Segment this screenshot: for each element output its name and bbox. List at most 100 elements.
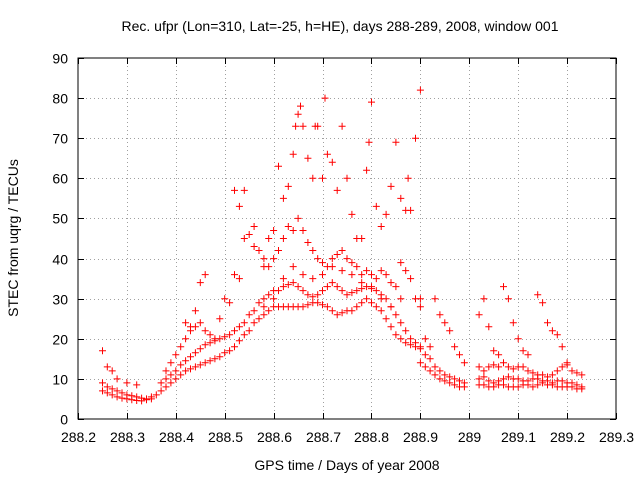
- data-point: [240, 319, 248, 327]
- data-point: [353, 303, 361, 311]
- data-point: [162, 383, 170, 391]
- data-point: [358, 235, 366, 242]
- data-point: [333, 251, 341, 258]
- data-point: [182, 357, 190, 365]
- data-point: [514, 375, 522, 383]
- data-point: [323, 150, 331, 158]
- data-point: [265, 307, 273, 315]
- y-tick-label: 20: [52, 332, 68, 348]
- data-point: [235, 337, 243, 345]
- data-point: [446, 379, 454, 387]
- data-point: [348, 259, 356, 267]
- chart-title: Rec. ufpr (Lon=310, Lat=-25, h=HE), days…: [121, 18, 558, 34]
- data-point: [167, 359, 175, 367]
- data-point: [446, 327, 454, 335]
- data-point: [343, 255, 351, 263]
- data-point: [260, 295, 268, 303]
- data-point: [495, 363, 503, 371]
- data-point: [451, 381, 459, 389]
- data-point: [426, 367, 434, 375]
- data-point: [201, 359, 209, 367]
- data-point: [182, 335, 190, 343]
- data-point: [226, 347, 234, 355]
- data-point: [240, 186, 248, 194]
- data-point: [99, 387, 106, 395]
- data-point: [514, 335, 522, 343]
- data-point: [558, 343, 566, 351]
- data-point: [123, 395, 131, 403]
- data-point: [99, 347, 106, 355]
- data-point: [456, 377, 463, 385]
- data-point: [270, 295, 278, 303]
- data-point: [328, 255, 336, 263]
- data-point: [279, 194, 287, 202]
- x-tick-label: 288.2: [61, 429, 96, 445]
- data-point: [475, 375, 483, 383]
- data-point: [426, 355, 434, 363]
- data-point: [387, 323, 395, 331]
- data-point: [416, 303, 424, 311]
- data-point: [387, 182, 395, 190]
- data-point: [279, 283, 287, 291]
- data-point: [309, 293, 317, 301]
- data-point: [578, 371, 586, 379]
- data-point: [534, 291, 542, 299]
- data-point: [103, 363, 111, 371]
- data-point: [289, 150, 297, 158]
- data-point: [235, 323, 243, 331]
- data-point: [407, 206, 415, 214]
- data-point: [275, 247, 282, 254]
- x-axis-label: GPS time / Days of year 2008: [254, 457, 439, 473]
- data-point: [421, 363, 429, 371]
- plot-frame: [77, 57, 617, 420]
- data-point: [270, 255, 278, 263]
- data-point: [421, 351, 429, 359]
- data-point: [397, 335, 405, 343]
- data-point: [196, 361, 204, 369]
- data-point: [539, 371, 547, 379]
- data-point: [426, 343, 434, 351]
- data-point: [353, 287, 361, 295]
- x-axis-ticks: 288.2 288.3 288.4 288.5 288.6 288.7 288.8 288.9…: [61, 58, 634, 445]
- data-point: [240, 235, 248, 242]
- data-point: [255, 247, 263, 254]
- data-point: [260, 311, 268, 319]
- data-point: [260, 255, 268, 263]
- data-point: [343, 291, 351, 299]
- data-point: [284, 223, 292, 230]
- data-point: [524, 381, 532, 389]
- data-point: [568, 367, 576, 375]
- data-point: [265, 291, 273, 299]
- data-point: [299, 271, 307, 279]
- data-point: [333, 283, 341, 291]
- y-tick-label: 90: [52, 51, 68, 67]
- data-point: [490, 383, 498, 391]
- data-point: [260, 263, 268, 271]
- data-point: [157, 379, 165, 387]
- data-point: [402, 327, 410, 335]
- data-point: [113, 375, 121, 383]
- data-point: [333, 186, 341, 194]
- data-point: [504, 373, 512, 381]
- data-point: [221, 349, 229, 357]
- data-point: [529, 383, 537, 391]
- x-tick-label: 288.6: [257, 429, 292, 445]
- data-point: [407, 275, 415, 283]
- data-point: [382, 210, 390, 218]
- data-point: [387, 303, 395, 311]
- data-point: [187, 365, 194, 373]
- data-point: [172, 367, 180, 375]
- data-point: [328, 307, 336, 315]
- data-point: [108, 385, 116, 393]
- data-point: [568, 383, 576, 391]
- data-point: [544, 319, 551, 327]
- data-point: [201, 327, 209, 335]
- data-point: [309, 247, 317, 254]
- data-point: [270, 227, 278, 234]
- data-point: [221, 333, 229, 341]
- data-point: [495, 351, 503, 359]
- data-point: [558, 377, 566, 385]
- data-point: [147, 395, 155, 403]
- data-point: [509, 365, 517, 373]
- data-point: [402, 267, 410, 275]
